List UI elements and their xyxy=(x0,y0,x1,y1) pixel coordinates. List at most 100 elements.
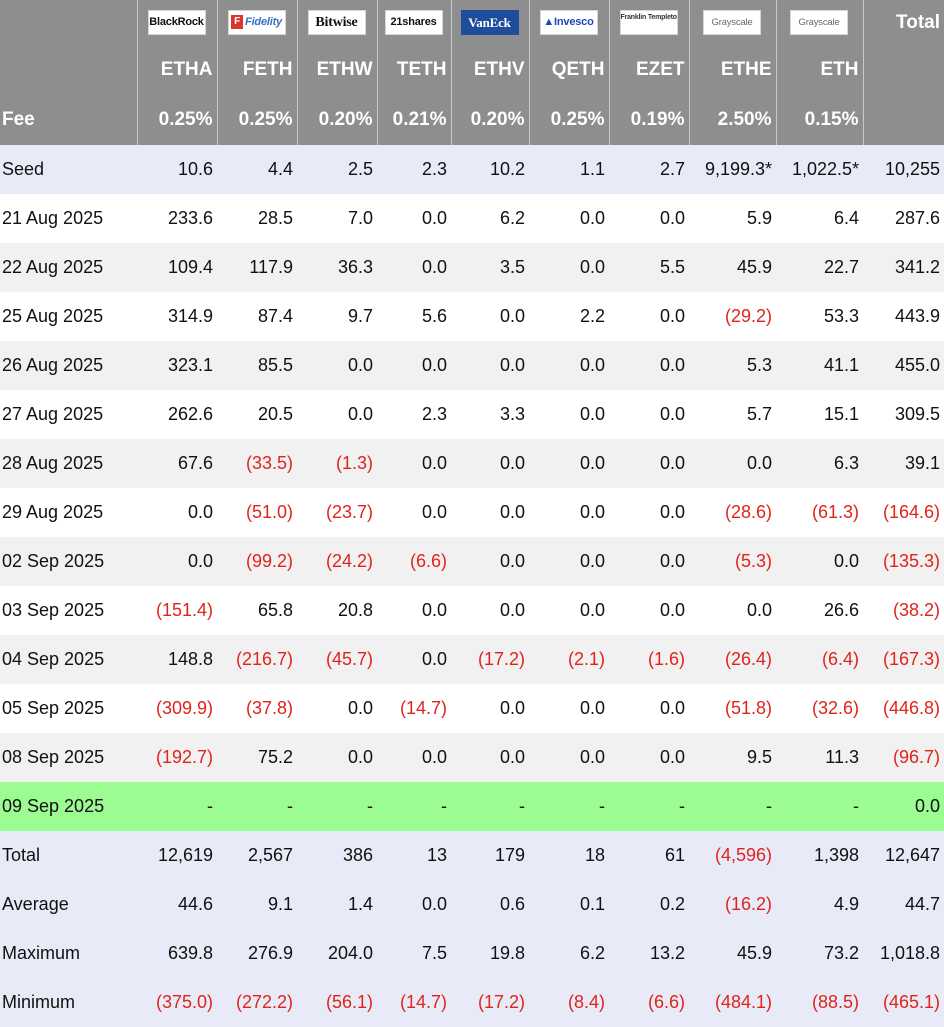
ticker-ethe: ETHE xyxy=(688,45,776,95)
summary-row: Minimum (375.0) (272.2) (56.1) (14.7) (17.2)(… xyxy=(0,978,944,1027)
row-label: 05 Sep 2025 xyxy=(0,684,137,733)
table-row: 04 Sep 2025 148.8 (216.7) (45.7) 0.0 (17.2) (2… xyxy=(0,635,944,684)
flow-cell: - xyxy=(689,782,776,831)
flow-cell: 13.2 xyxy=(609,929,689,978)
table-row: 25 Aug 2025 314.9 87.4 9.7 5.6 0.0 2.2 0.0 (29.2… xyxy=(0,292,944,341)
flow-cell: (88.5) xyxy=(776,978,863,1027)
flow-cell: 0.0 xyxy=(689,439,776,488)
invesco-mountain-icon: ▲ xyxy=(543,16,555,28)
flow-cell: 2.5 xyxy=(297,145,377,194)
flow-cell: (37.8) xyxy=(217,684,297,733)
row-total-cell: 12,647 xyxy=(863,831,944,880)
flow-cell: 22.7 xyxy=(776,243,863,292)
provider-logo-bitwise: Bitwise xyxy=(296,0,377,45)
flow-cell: 10.2 xyxy=(451,145,529,194)
flow-cell: 0.0 xyxy=(451,733,529,782)
flow-cell: 0.0 xyxy=(377,243,451,292)
fee-cell: 0.25% xyxy=(136,95,217,145)
flow-cell: 2.3 xyxy=(377,145,451,194)
fee-row: Fee 0.25% 0.25% 0.20% 0.21% 0.20% 0.25% … xyxy=(0,95,944,145)
flow-cell: - xyxy=(137,782,217,831)
flow-cell: - xyxy=(451,782,529,831)
flow-cell: 61 xyxy=(609,831,689,880)
flow-cell: (28.6) xyxy=(689,488,776,537)
row-total-cell: (465.1) xyxy=(863,978,944,1027)
flow-cell: - xyxy=(377,782,451,831)
row-total-cell: 455.0 xyxy=(863,341,944,390)
flow-cell: 44.6 xyxy=(137,880,217,929)
table-row: 28 Aug 2025 67.6 (33.5) (1.3) 0.0 0.0 0.0 0.0 0.… xyxy=(0,439,944,488)
flow-cell: (5.3) xyxy=(689,537,776,586)
flow-cell: (216.7) xyxy=(217,635,297,684)
provider-logo-21shares: 21shares xyxy=(376,0,451,45)
flow-cell: 15.1 xyxy=(776,390,863,439)
row-label: 09 Sep 2025 xyxy=(0,782,137,831)
flow-cell: (26.4) xyxy=(689,635,776,684)
summary-row: Maximum 639.8 276.9 204.0 7.5 19.8 6.2 13.2 45.9… xyxy=(0,929,944,978)
ticker-qeth: QETH xyxy=(528,45,609,95)
flow-cell: (272.2) xyxy=(217,978,297,1027)
flow-cell: 6.2 xyxy=(451,194,529,243)
flow-cell: (1.3) xyxy=(297,439,377,488)
flow-cell: (4,596) xyxy=(689,831,776,880)
flow-cell: (375.0) xyxy=(137,978,217,1027)
flow-cell: 5.3 xyxy=(689,341,776,390)
fidelity-mark-icon: F xyxy=(231,15,244,30)
fee-cell: 0.25% xyxy=(528,95,609,145)
flow-cell: 0.0 xyxy=(609,292,689,341)
flow-cell: (45.7) xyxy=(297,635,377,684)
row-label: Seed xyxy=(0,145,137,194)
flow-cell: 639.8 xyxy=(137,929,217,978)
row-label: Total xyxy=(0,831,137,880)
flow-cell: 5.9 xyxy=(689,194,776,243)
row-label: 04 Sep 2025 xyxy=(0,635,137,684)
provider-logo-fidelity: F Fidelity xyxy=(216,0,297,45)
provider-logo-vaneck: VanEck xyxy=(450,0,529,45)
flow-cell: 75.2 xyxy=(217,733,297,782)
flow-cell: 5.7 xyxy=(689,390,776,439)
flow-cell: (61.3) xyxy=(776,488,863,537)
ticker-row: ETHA FETH ETHW TETH ETHV QETH EZET ETHE … xyxy=(0,45,944,95)
fee-label: Fee xyxy=(0,95,137,145)
flow-cell: 10.6 xyxy=(137,145,217,194)
flow-cell: (56.1) xyxy=(297,978,377,1027)
flow-cell: 1,022.5* xyxy=(776,145,863,194)
flow-cell: 148.8 xyxy=(137,635,217,684)
flow-cell: 0.0 xyxy=(609,733,689,782)
flow-cell: 179 xyxy=(451,831,529,880)
table-row: 22 Aug 2025 109.4 117.9 36.3 0.0 3.5 0.0 5.5 45.… xyxy=(0,243,944,292)
row-total-cell: (167.3) xyxy=(863,635,944,684)
table-row: 05 Sep 2025 (309.9) (37.8) 0.0 (14.7) 0.0 0.0 0… xyxy=(0,684,944,733)
flow-cell: 0.0 xyxy=(451,292,529,341)
provider-logo-blackrock: BlackRock xyxy=(136,0,217,45)
flow-cell: 323.1 xyxy=(137,341,217,390)
fee-cell: 0.25% xyxy=(216,95,297,145)
flow-cell: 65.8 xyxy=(217,586,297,635)
table-row: 21 Aug 2025 233.6 28.5 7.0 0.0 6.2 0.0 0.0 5.9 6.… xyxy=(0,194,944,243)
flow-cell: (151.4) xyxy=(137,586,217,635)
flow-cell: 0.0 xyxy=(451,488,529,537)
ticker-eth: ETH xyxy=(775,45,863,95)
row-total-cell: 39.1 xyxy=(863,439,944,488)
flow-cell: 0.0 xyxy=(609,194,689,243)
flow-cell: 1,398 xyxy=(776,831,863,880)
summary-stats: Total 12,619 2,567 386 13 179 18 61 (4,596) 1,398… xyxy=(0,831,944,1027)
flow-cell: 0.0 xyxy=(529,733,609,782)
flow-cell: (6.6) xyxy=(609,978,689,1027)
table-row: 03 Sep 2025 (151.4) 65.8 20.8 0.0 0.0 0.0 0.0 0.… xyxy=(0,586,944,635)
row-label: 28 Aug 2025 xyxy=(0,439,137,488)
flow-cell: 12,619 xyxy=(137,831,217,880)
flow-cell: 1.1 xyxy=(529,145,609,194)
flow-cell: 7.0 xyxy=(297,194,377,243)
ticker-feth: FETH xyxy=(216,45,297,95)
flow-cell: 18 xyxy=(529,831,609,880)
ticker-ethv: ETHV xyxy=(450,45,529,95)
flow-cell: 36.3 xyxy=(297,243,377,292)
flow-cell: (29.2) xyxy=(689,292,776,341)
flow-cell: 0.6 xyxy=(451,880,529,929)
flow-cell: 0.0 xyxy=(451,439,529,488)
row-total-cell: 1,018.8 xyxy=(863,929,944,978)
flow-cell: (17.2) xyxy=(451,635,529,684)
provider-logo-grayscale-ethe: Grayscale xyxy=(688,0,776,45)
flow-cell: 0.1 xyxy=(529,880,609,929)
